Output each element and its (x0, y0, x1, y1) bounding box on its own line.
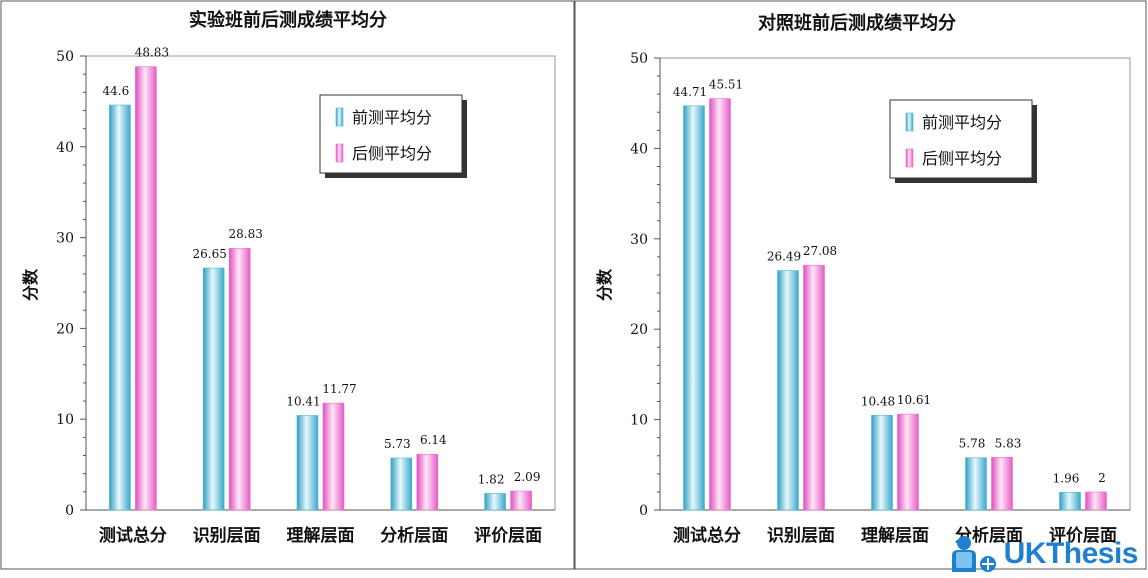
legend-swatch (905, 148, 914, 168)
x-category-label: 测试总分 (673, 525, 741, 546)
data-label: 44.71 (673, 85, 707, 99)
y-tick-label: 40 (56, 140, 74, 156)
watermark-text: UKThesis (1003, 537, 1139, 570)
y-axis-label: 分数 (595, 268, 614, 301)
data-label: 10.61 (897, 393, 931, 407)
data-label: 2.09 (514, 470, 541, 484)
bar-posttest (228, 247, 251, 511)
x-category-label: 分析层面 (955, 525, 1023, 546)
bar-posttest (135, 66, 157, 511)
data-label: 5.73 (384, 437, 411, 451)
x-category-label: 分析层面 (380, 525, 448, 546)
y-tick-label: 0 (65, 503, 74, 519)
x-category-label: 识别层面 (193, 526, 261, 546)
legend-entry: 后侧平均分 (922, 149, 1002, 168)
bar-pretest (109, 104, 131, 511)
legend-entry: 后侧平均分 (352, 144, 432, 163)
data-label: 45.51 (709, 78, 743, 92)
graduate-logo-icon (951, 536, 996, 572)
bar-posttest (510, 490, 532, 511)
x-category-label: 识别层面 (767, 526, 835, 546)
y-tick-label: 20 (56, 321, 74, 337)
legend-entry: 前测平均分 (922, 113, 1002, 132)
y-tick-label: 30 (630, 232, 648, 248)
uk-thesis-watermark: UKThesis (948, 534, 1139, 574)
data-label: 44.6 (103, 84, 130, 98)
y-tick-label: 30 (56, 231, 74, 247)
bar-pretest (1059, 491, 1081, 511)
data-label: 26.49 (767, 250, 801, 264)
bar-pretest (390, 457, 413, 511)
y-tick-label: 40 (630, 141, 648, 157)
bar-posttest (991, 456, 1013, 511)
bar-pretest (683, 105, 705, 511)
legend-swatch (905, 112, 914, 132)
data-label: 28.83 (229, 227, 263, 241)
legend-box (319, 94, 463, 174)
bar-posttest (897, 413, 919, 511)
bar-pretest (484, 493, 506, 511)
data-label: 2 (1098, 471, 1106, 485)
y-tick-label: 50 (630, 51, 648, 67)
data-label: 26.65 (193, 247, 227, 261)
bar-pretest (777, 270, 799, 511)
x-category-label: 理解层面 (861, 525, 929, 546)
bar-posttest (1085, 491, 1107, 511)
data-label: 1.82 (478, 472, 505, 486)
y-tick-label: 10 (630, 413, 648, 429)
y-axis-label: 分数 (21, 268, 40, 301)
bar-pretest (296, 415, 319, 511)
x-category-label: 测试总分 (99, 525, 167, 546)
x-category-label: 理解层面 (287, 525, 355, 546)
data-label: 48.83 (135, 46, 169, 60)
y-tick-label: 20 (630, 322, 648, 338)
bar-pretest (871, 414, 893, 511)
x-category-label: 评价层面 (1049, 526, 1117, 546)
bar-pretest (965, 457, 987, 511)
legend-box (889, 99, 1033, 179)
y-tick-label: 50 (56, 49, 74, 65)
y-tick-label: 0 (639, 503, 648, 519)
bar-posttest (803, 264, 825, 511)
bar-posttest (416, 453, 439, 511)
chart-title: 实验班前后测成绩平均分 (189, 9, 387, 31)
legend-swatch (335, 143, 344, 163)
data-label: 5.78 (959, 437, 986, 451)
bar-posttest (709, 98, 731, 511)
chart-title: 对照班前后测成绩平均分 (758, 12, 956, 34)
data-label: 10.48 (861, 394, 895, 408)
data-label: 5.83 (995, 436, 1022, 450)
data-label: 1.96 (1053, 471, 1080, 485)
data-label: 6.14 (420, 433, 447, 447)
data-label: 27.08 (803, 244, 837, 258)
legend-entry: 前测平均分 (352, 108, 432, 127)
x-category-label: 评价层面 (474, 526, 542, 546)
bar-posttest (322, 402, 345, 511)
bar-pretest (202, 267, 225, 511)
legend-swatch (335, 107, 344, 127)
data-label: 11.77 (322, 382, 356, 396)
data-label: 10.41 (286, 394, 320, 408)
y-tick-label: 10 (56, 412, 74, 428)
